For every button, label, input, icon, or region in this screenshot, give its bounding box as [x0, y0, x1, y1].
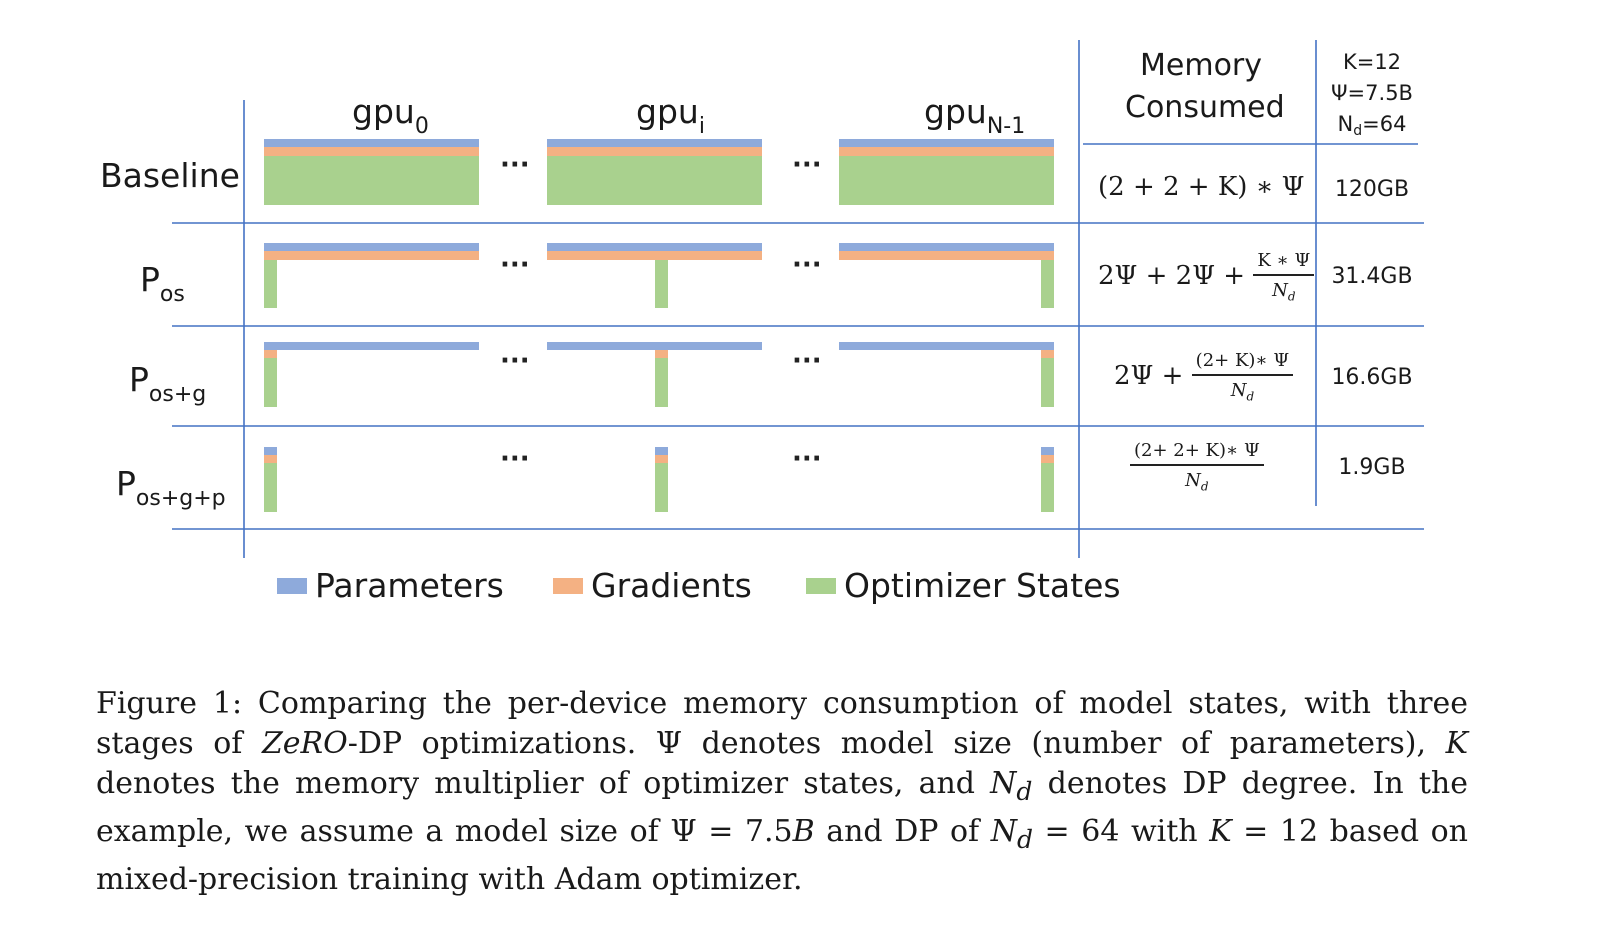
posg-gpui-params	[547, 342, 762, 350]
row-posgp-bars	[264, 447, 1054, 512]
pos-gpuN-grads	[839, 251, 1054, 260]
posg-gpui-grads	[655, 350, 668, 358]
row-label-baseline: Baseline	[100, 156, 240, 195]
baseline-gpuN-params	[839, 139, 1054, 147]
pos-gpu0-params	[264, 243, 479, 251]
figure-graphics	[172, 40, 1424, 558]
posg-gpu0-grads	[264, 350, 277, 358]
pos-gpuN-params	[839, 243, 1054, 251]
pos-gpuN-opt	[1041, 260, 1054, 308]
posg-gpuN-opt	[1041, 358, 1054, 407]
pos-gpui-grads	[547, 251, 762, 260]
ellipsis-r2-a: ···	[500, 250, 530, 280]
figure-caption: Figure 1: Comparing the per-device memor…	[96, 686, 1469, 897]
formula-baseline: (2 + 2 + K) ∗ Ψ	[1098, 172, 1305, 202]
legend-swatch-gradients	[553, 577, 583, 594]
row-posg-bars	[264, 342, 1054, 407]
baseline-gpui-grads	[547, 147, 762, 156]
posgp-gpuN-params	[1041, 447, 1054, 455]
posg-gpuN-params	[839, 342, 1054, 350]
param-k: K=12	[1342, 50, 1402, 74]
ellipsis-r1-b: ···	[792, 150, 822, 180]
memory-posg: 16.6GB	[1331, 365, 1413, 390]
formula-pos: 2Ψ + 2Ψ + K ∗ Ψ Nd	[1098, 250, 1315, 304]
row-label-pos: Pos	[140, 260, 185, 307]
header-gpuN: gpuN-1	[924, 92, 1026, 139]
header-memory-line1: Memory	[1140, 48, 1263, 83]
ellipsis-r3-a: ···	[500, 346, 530, 376]
memory-baseline: 120GB	[1334, 177, 1410, 202]
ellipsis-r4-b: ···	[792, 444, 822, 474]
row-label-posgp: Pos+g+p	[116, 464, 226, 511]
memory-posgp: 1.9GB	[1338, 455, 1406, 480]
posg-gpui-opt	[655, 358, 668, 407]
grid-lines	[172, 40, 1424, 558]
posgp-gpui-params	[655, 447, 668, 455]
posgp-gpuN-opt	[1041, 463, 1054, 512]
legend-swatch-optimizer-states	[806, 577, 836, 594]
baseline-gpuN-opt	[839, 156, 1054, 205]
legend-label-parameters: Parameters	[315, 566, 504, 605]
header-gpu0: gpu0	[352, 92, 429, 139]
posg-gpuN-grads	[1041, 350, 1054, 358]
row-label-posg: Pos+g	[129, 360, 207, 407]
header-gpui: gpui	[636, 92, 705, 139]
row-baseline-bars	[264, 139, 1054, 205]
posgp-gpuN-grads	[1041, 455, 1054, 463]
posgp-gpu0-params	[264, 447, 277, 455]
formula-posgp: (2+ 2+ K)∗ Ψ Nd	[1130, 440, 1264, 494]
baseline-gpui-opt	[547, 156, 762, 205]
memory-pos: 31.4GB	[1331, 264, 1413, 289]
legend-label-optimizer-states: Optimizer States	[844, 566, 1121, 605]
posg-gpu0-params	[264, 342, 479, 350]
baseline-gpuN-grads	[839, 147, 1054, 156]
legend-gradients: Gradients	[553, 566, 752, 605]
legend-swatch-parameters	[277, 577, 307, 594]
formula-posg: 2Ψ + (2+ K)∗ Ψ Nd	[1114, 350, 1294, 404]
ellipsis-r4-a: ···	[500, 444, 530, 474]
pos-gpui-params	[547, 243, 762, 251]
baseline-gpui-params	[547, 139, 762, 147]
param-nd: Nd=64	[1337, 112, 1407, 139]
posgp-gpui-opt	[655, 463, 668, 512]
ellipsis-r2-b: ···	[792, 250, 822, 280]
legend-parameters: Parameters	[277, 566, 504, 605]
baseline-gpu0-params	[264, 139, 479, 147]
legend-optimizer-states: Optimizer States	[806, 566, 1121, 605]
posgp-gpui-grads	[655, 455, 668, 463]
header-memory-line2: Consumed	[1125, 90, 1285, 125]
pos-gpui-opt	[655, 260, 668, 308]
param-psi: Ψ=7.5B	[1331, 81, 1413, 105]
pos-gpu0-opt	[264, 260, 277, 308]
ellipsis-r1-a: ···	[500, 150, 530, 180]
ellipsis-r3-b: ···	[792, 346, 822, 376]
posgp-gpu0-grads	[264, 455, 277, 463]
posg-gpu0-opt	[264, 358, 277, 407]
row-pos-bars	[264, 243, 1054, 308]
memory-consumption-figure: gpu0 gpui gpuN-1 Memory Consumed K=12 Ψ=…	[100, 40, 1424, 605]
pos-gpu0-grads	[264, 251, 479, 260]
posgp-gpu0-opt	[264, 463, 277, 512]
baseline-gpu0-grads	[264, 147, 479, 156]
baseline-gpu0-opt	[264, 156, 479, 205]
legend-label-gradients: Gradients	[591, 566, 752, 605]
